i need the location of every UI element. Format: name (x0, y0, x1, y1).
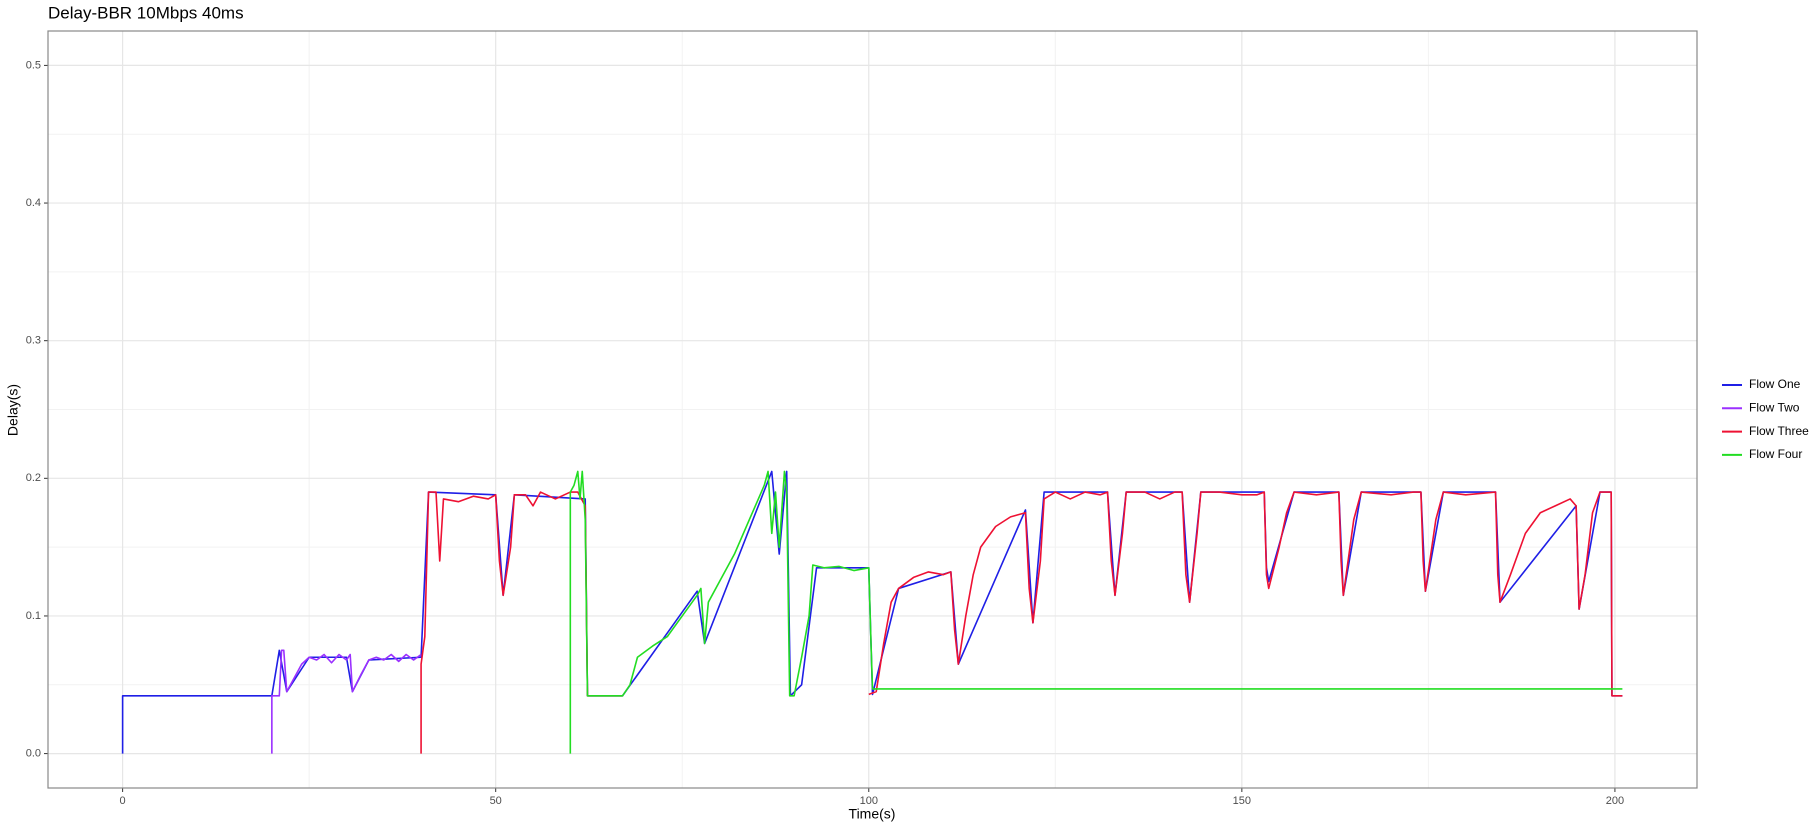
series-line (569, 470, 1623, 754)
legend-label: Flow Four (1749, 447, 1802, 461)
x-axis-title: Time(s) (849, 806, 896, 822)
y-tick-label: 0.1 (26, 610, 41, 622)
y-tick-label: 0.2 (26, 472, 41, 484)
legend-label: Flow One (1749, 377, 1801, 391)
y-tick-label: 0.4 (26, 197, 41, 209)
series-line (121, 470, 1623, 754)
plot-border (47, 30, 1698, 789)
x-tick-label: 150 (1233, 795, 1251, 807)
chart-title: Delay-BBR 10Mbps 40ms (48, 3, 244, 22)
legend-label: Flow Two (1749, 400, 1800, 414)
x-tick-label: 0 (120, 795, 126, 807)
x-tick-label: 100 (860, 795, 878, 807)
y-axis-title: Delay(s) (5, 384, 21, 436)
legend-label: Flow Three (1749, 424, 1809, 438)
series-line (271, 649, 422, 754)
x-tick-label: 50 (490, 795, 502, 807)
y-tick-label: 0.5 (26, 59, 41, 71)
x-tick-label: 200 (1606, 795, 1624, 807)
series-line (420, 491, 1623, 754)
y-tick-label: 0.0 (26, 747, 41, 759)
y-tick-label: 0.3 (26, 335, 41, 347)
